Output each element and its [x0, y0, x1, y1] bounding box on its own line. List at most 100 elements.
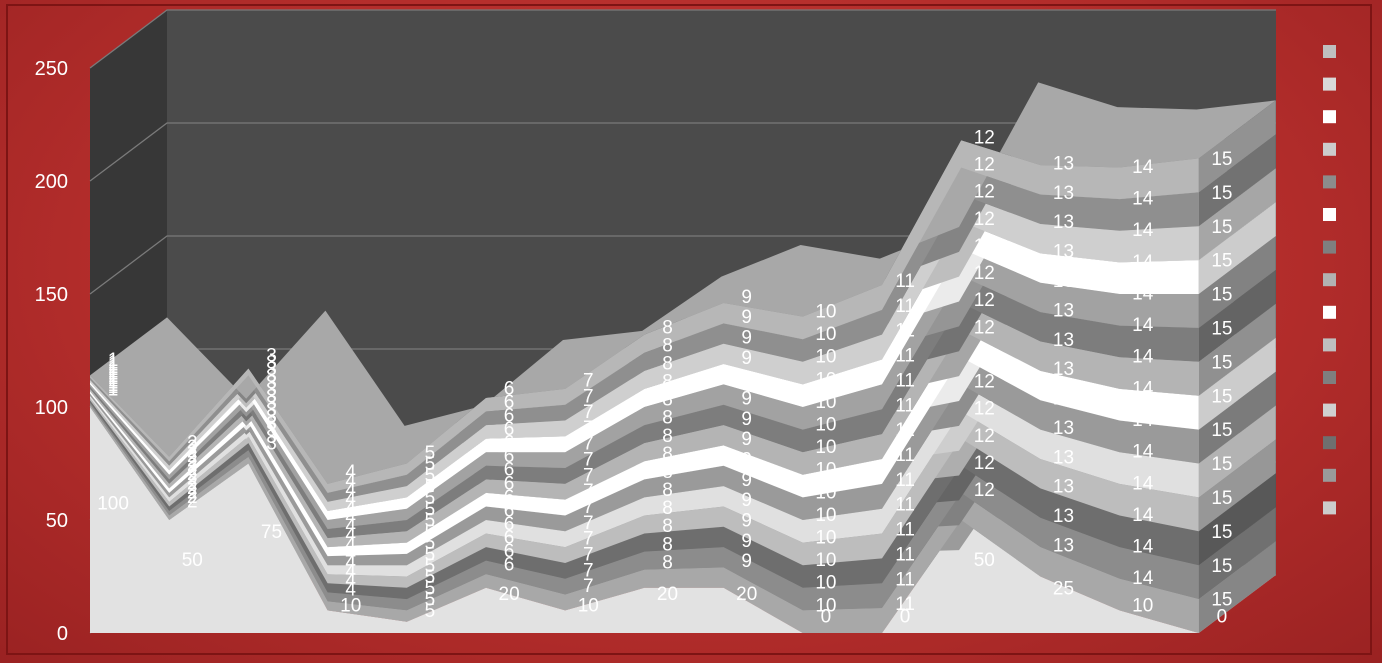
data-label: 3 [266, 434, 277, 455]
legend-marker-10 [1323, 338, 1336, 352]
data-label: 15 [1211, 454, 1232, 475]
data-label: 12 [974, 155, 995, 176]
series-4-end-face [1198, 473, 1276, 566]
data-label: 8 [662, 516, 673, 537]
data-label: 11 [895, 346, 915, 367]
data-label: 4 [345, 570, 356, 591]
series-3-front-face [90, 402, 1199, 611]
data-label: 15 [1211, 352, 1232, 373]
data-label: 2 [187, 460, 198, 481]
data-label: 3 [266, 393, 277, 414]
data-label: 2 [187, 455, 198, 476]
data-label: 5 [425, 465, 436, 486]
data-label: 1 [108, 364, 119, 385]
series-14-top-face [90, 109, 1276, 493]
data-label: 6 [504, 528, 515, 549]
data-label: 15 [1211, 149, 1232, 170]
series-14-end-face [1198, 134, 1276, 227]
data-label: 6 [504, 433, 515, 454]
data-label: 1 [108, 355, 119, 376]
data-label: 13 [1053, 242, 1074, 263]
data-label: 8 [662, 372, 673, 393]
data-label: 13 [1053, 477, 1074, 498]
data-label: 13 [1053, 389, 1074, 410]
legend-marker-9 [1323, 305, 1336, 319]
data-label: 3 [266, 366, 277, 387]
data-label: 12 [974, 290, 995, 311]
data-label: 14 [1132, 252, 1154, 273]
data-label: 13 [1053, 506, 1074, 527]
series-2-front-face [90, 404, 1199, 633]
data-label: 4 [345, 507, 356, 528]
y-tick-label: 250 [35, 58, 68, 80]
data-label: 8 [662, 408, 673, 429]
data-label: 13 [1053, 418, 1074, 439]
data-label: 6 [504, 419, 515, 440]
series-5-end-face [1198, 439, 1276, 532]
data-label: 12 [974, 209, 995, 230]
gridline [89, 235, 1276, 295]
gridline [89, 122, 1276, 182]
data-label: 6 [504, 514, 515, 535]
data-label: 8 [662, 480, 673, 501]
data-label: 11 [895, 321, 915, 342]
data-label: 15 [1211, 217, 1232, 238]
data-label: 3 [266, 352, 277, 373]
data-label: 10 [815, 482, 836, 503]
data-label: 3 [266, 346, 277, 367]
data-label: 50 [182, 550, 203, 571]
data-label: 25 [1053, 578, 1074, 599]
data-label: 6 [504, 487, 515, 508]
data-label: 10 [815, 347, 836, 368]
series-14-front-face [90, 167, 1199, 502]
legend-marker-2 [1323, 77, 1336, 91]
data-label: 1 [108, 377, 119, 398]
data-label: 9 [741, 389, 752, 410]
series-15-front-face [90, 140, 1199, 493]
data-label: 2 [187, 442, 198, 463]
series-13-end-face [1198, 168, 1276, 261]
data-label: 14 [1132, 568, 1154, 589]
data-label: 6 [504, 446, 515, 467]
data-label: 1 [108, 352, 119, 373]
data-label: 3 [266, 407, 277, 428]
y-axis: 0 50 100 150 200 250 [35, 58, 68, 645]
data-label: 3 [266, 400, 277, 421]
data-label: 4 [345, 543, 356, 564]
data-label: 7 [583, 450, 594, 471]
data-label: 15 [1211, 420, 1232, 441]
data-label: 5 [425, 488, 436, 509]
data-label: 8 [662, 335, 673, 356]
data-label: 14 [1132, 283, 1154, 304]
data-label: 14 [1132, 347, 1154, 368]
data-label: 11 [895, 544, 915, 565]
data-label: 12 [974, 263, 995, 284]
data-label: 7 [583, 386, 594, 407]
data-label: 20 [657, 584, 678, 605]
data-label: 1 [108, 359, 119, 380]
data-label: 1 [108, 370, 119, 391]
data-label: 15 [1211, 285, 1232, 306]
data-label: 5 [425, 443, 436, 464]
data-label: 15 [1211, 488, 1232, 509]
data-label: 12 [974, 344, 995, 365]
data-label: 5 [425, 533, 436, 554]
series-2-end-face [1198, 541, 1276, 633]
legend [1323, 45, 1336, 515]
data-label: 5 [425, 544, 436, 565]
data-label: 7 [583, 497, 594, 518]
data-label: 5 [425, 454, 436, 475]
data-label: 15 [1211, 522, 1232, 543]
data-label: 5 [425, 578, 436, 599]
data-label: 13 [1053, 183, 1074, 204]
data-label: 7 [583, 529, 594, 550]
series-15-area [90, 82, 1276, 493]
series-7-end-face [1198, 371, 1276, 464]
legend-marker-12 [1323, 403, 1336, 417]
legend-marker-13 [1323, 436, 1336, 450]
data-label: 13 [1053, 330, 1074, 351]
data-label: 7 [583, 560, 594, 581]
data-label: 14 [1132, 189, 1154, 210]
data-label: 6 [504, 392, 515, 413]
data-label: 4 [345, 561, 356, 582]
